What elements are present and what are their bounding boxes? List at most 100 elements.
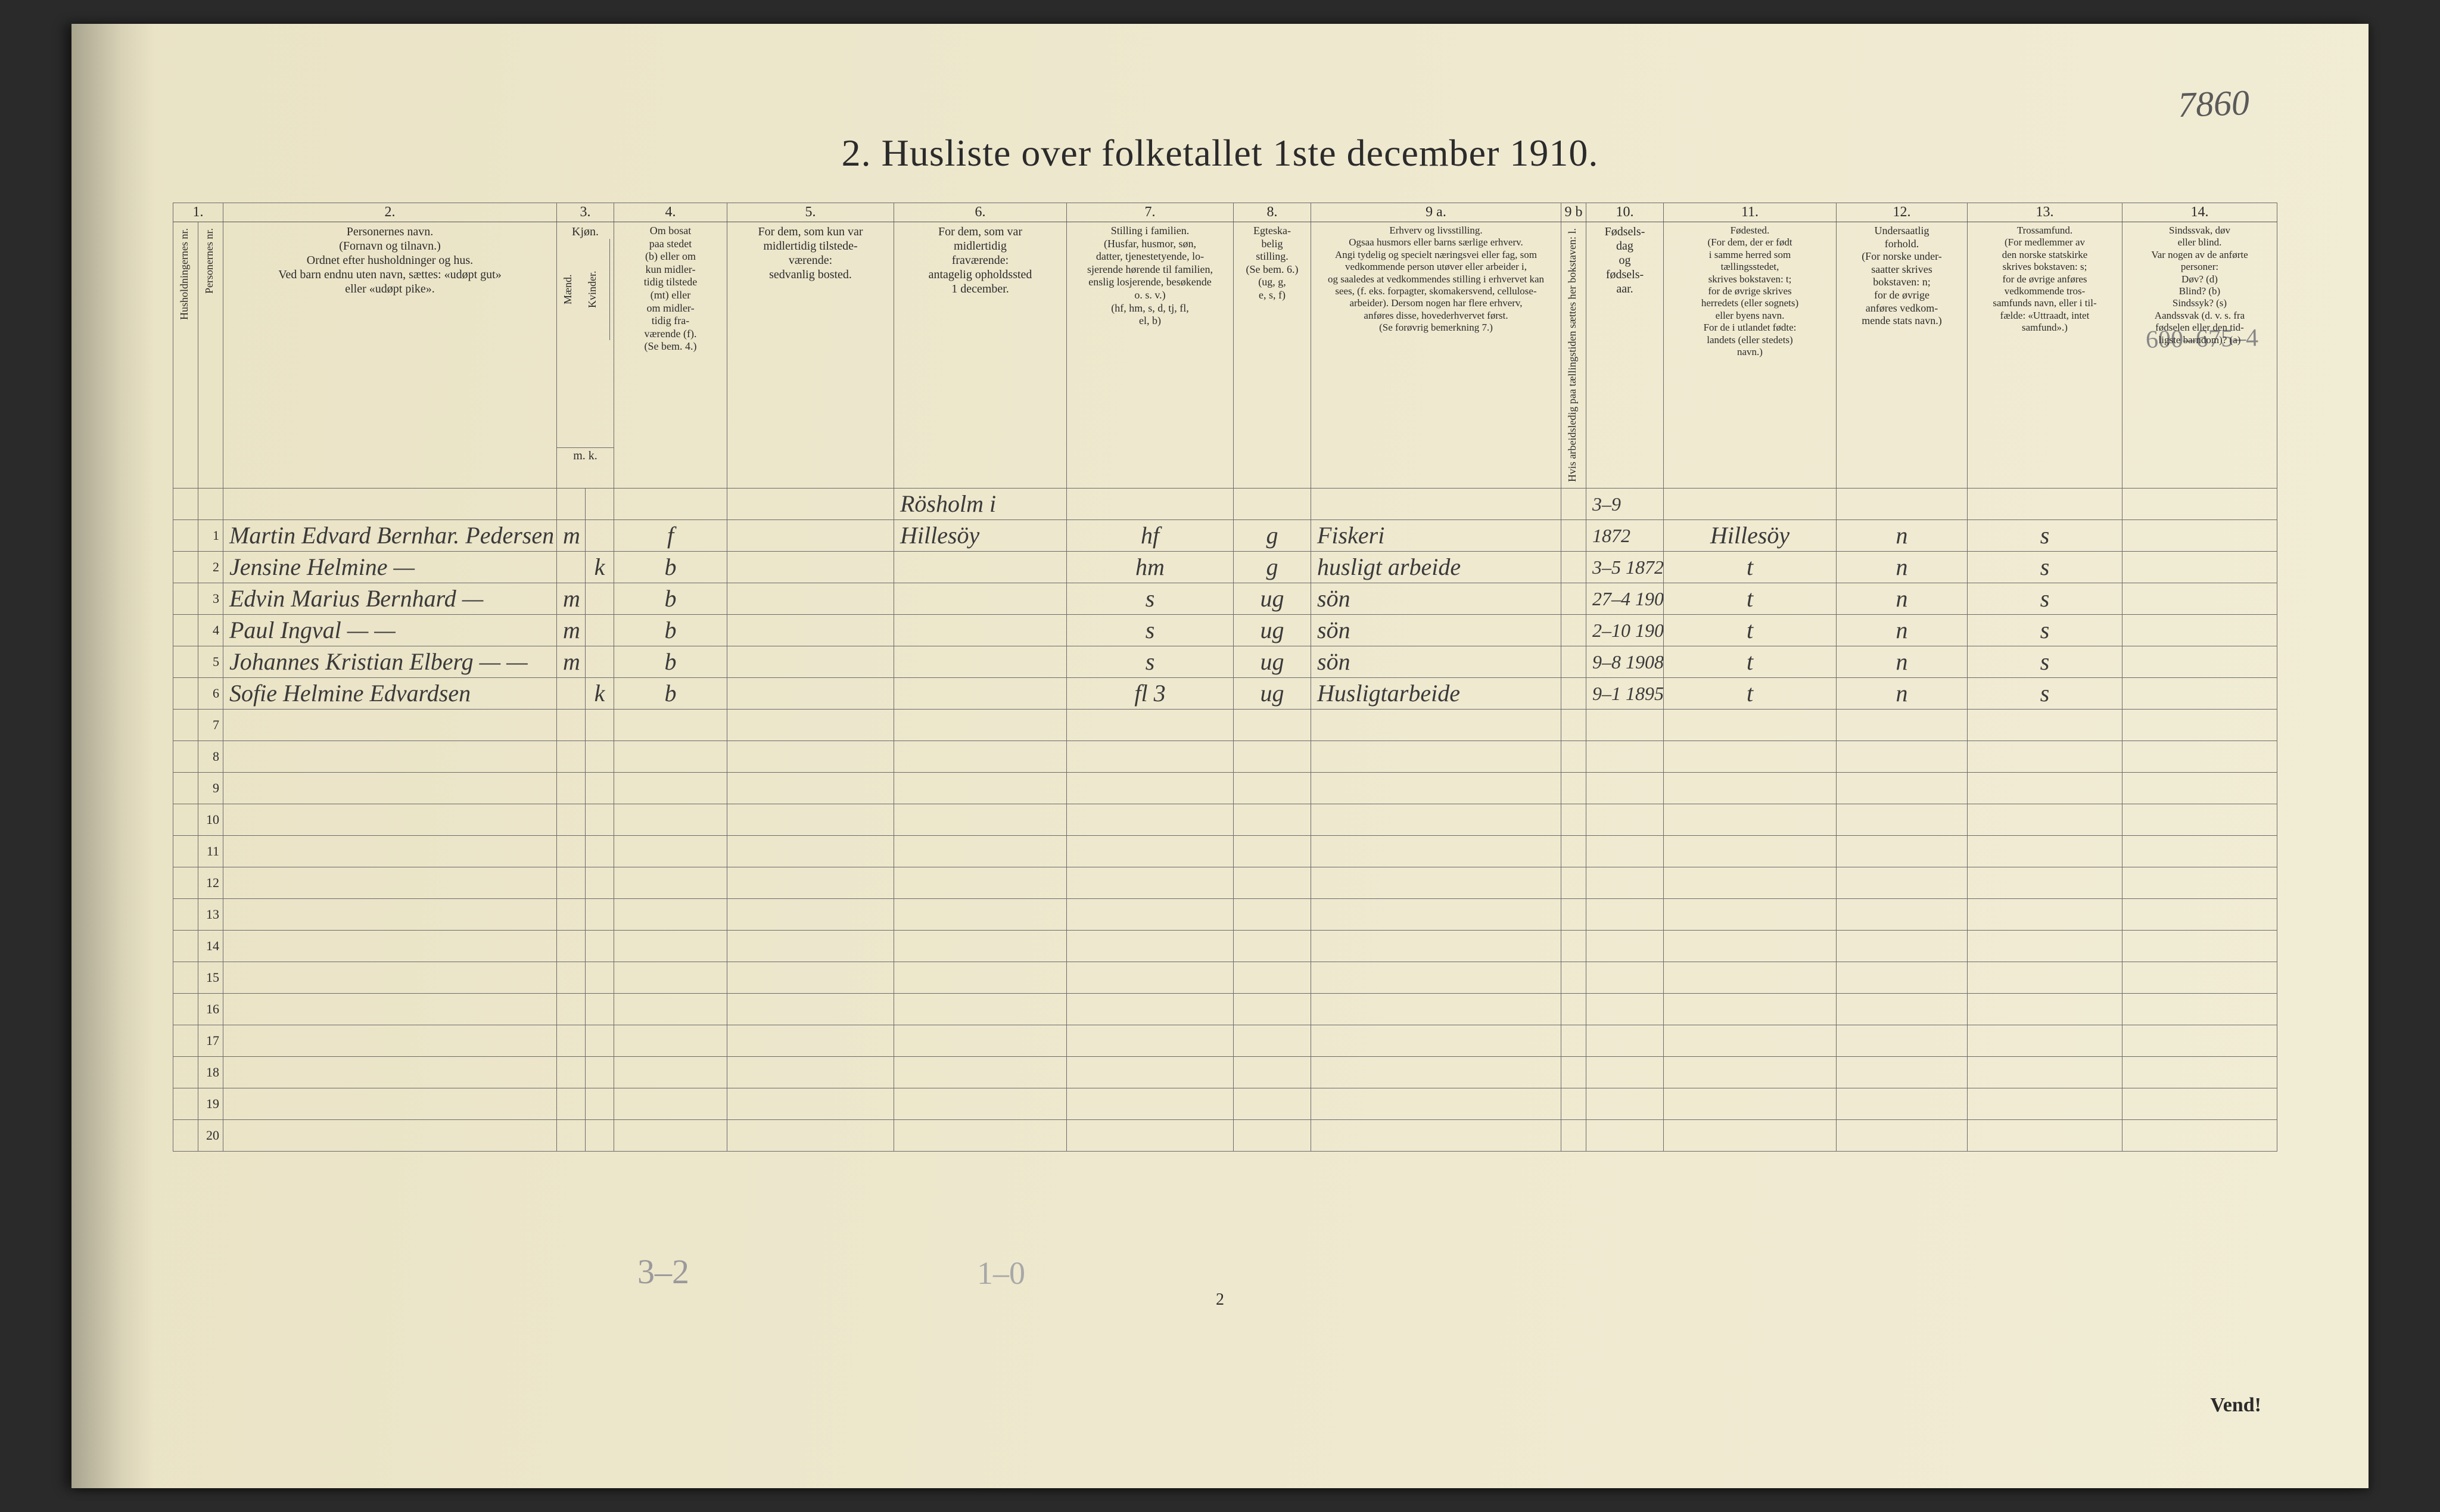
hdr-sex-k: Kvinder. [585,239,610,340]
aux-c10: 3–9 [1586,488,1664,519]
pencil-note-2: 1–0 [977,1255,1025,1292]
cell-r1-c15: s [1968,519,2122,551]
cell-r3-c2: Edvin Marius Bernhard — [223,583,557,614]
hdr-household-nr: Husholdningernes nr. [173,222,198,489]
row-number-13: 13 [198,898,223,930]
table-row-empty: 11 [173,835,2277,867]
cell-r3-c12: 27–4 1904 [1586,583,1664,614]
row-number-11: 11 [198,835,223,867]
cell-r1-c11 [1561,519,1586,551]
cell-r1-c16 [2122,519,2277,551]
cell-r1-c3: m [557,519,586,551]
cell-r5-c1: 5 [198,646,223,677]
row-number-17: 17 [198,1025,223,1056]
cell-r6-c2: Sofie Helmine Edvardsen [223,677,557,709]
table-row-empty: 20 [173,1119,2277,1151]
col-num-13: 13. [1968,203,2122,222]
cell-r2-c10: husligt arbeide [1311,551,1561,583]
hdr-trossamfund: Trossamfund. (For medlemmer av den norsk… [1968,222,2122,489]
table-row-empty: 18 [173,1056,2277,1088]
cell-r1-c7: Hillesöy [894,519,1067,551]
aux-row-above-1: Rösholm i 3–9 [173,488,2277,519]
row-number-18: 18 [198,1056,223,1088]
cell-r4-c15: s [1968,614,2122,646]
row-number-16: 16 [198,993,223,1025]
hdr-midfravaer: For dem, som var midlertidig fraværende:… [894,222,1067,489]
cell-r5-c6 [727,646,894,677]
cell-r1-c1: 1 [198,519,223,551]
table-row-empty: 19 [173,1088,2277,1119]
column-number-row: 1. 2. 3. 4. 5. 6. 7. 8. 9 a. 9 b 10. 11.… [173,203,2277,222]
cell-r2-c8: hm [1067,551,1234,583]
col-num-5: 5. [727,203,894,222]
cell-r4-c3: m [557,614,586,646]
col-num-6: 6. [894,203,1067,222]
cell-r5-c0 [173,646,198,677]
cell-r6-c13: t [1664,677,1837,709]
cell-r4-c14: n [1837,614,1968,646]
table-row-empty: 16 [173,993,2277,1025]
cell-r5-c10: sön [1311,646,1561,677]
cell-r5-c11 [1561,646,1586,677]
cell-r3-c13: t [1664,583,1837,614]
cell-r2-c0 [173,551,198,583]
aux-c6: Rösholm i [894,488,1067,519]
census-table: 1. 2. 3. 4. 5. 6. 7. 8. 9 a. 9 b 10. 11.… [173,203,2277,1152]
hdr-fodsel: Fødsels- dag og fødsels- aar. [1586,222,1664,489]
cell-r3-c0 [173,583,198,614]
table-row: 2Jensine Helmine —kbhmghusligt arbeide3–… [173,551,2277,583]
cell-r4-c16 [2122,614,2277,646]
col-num-3: 3. [557,203,614,222]
row-number-20: 20 [198,1119,223,1151]
cell-r2-c13: t [1664,551,1837,583]
cell-r1-c6 [727,519,894,551]
hdr-arbeidsledig: Hvis arbeidsledig paa tællingstiden sætt… [1561,222,1586,489]
cell-r3-c16 [2122,583,2277,614]
cell-r3-c11 [1561,583,1586,614]
cell-r6-c11 [1561,677,1586,709]
table-row: 6Sofie Helmine Edvardsenkbfl 3ugHusligta… [173,677,2277,709]
cell-r5-c9: ug [1234,646,1311,677]
cell-r4-c1: 4 [198,614,223,646]
cell-r2-c3 [557,551,586,583]
hdr-sex: Kjøn. Mænd. Kvinder. [557,222,614,448]
cell-r6-c14: n [1837,677,1968,709]
cell-r6-c0 [173,677,198,709]
cell-r5-c4 [586,646,614,677]
cell-r3-c7 [894,583,1067,614]
cell-r4-c2: Paul Ingval — — [223,614,557,646]
table-row-empty: 10 [173,804,2277,835]
page-title: 2. Husliste over folketallet 1ste decemb… [71,131,2369,175]
table-row: 3Edvin Marius Bernhard —mbsugsön27–4 190… [173,583,2277,614]
table-row-empty: 8 [173,741,2277,772]
cell-r1-c5: f [614,519,727,551]
cell-r5-c8: s [1067,646,1234,677]
hdr-fodested: Fødested. (For dem, der er født i samme … [1664,222,1837,489]
folio-number-handwritten: 7860 [2177,82,2250,126]
cell-r4-c6 [727,614,894,646]
cell-r4-c9: ug [1234,614,1311,646]
hdr-undersaatlig: Undersaatlig forhold. (For norske under-… [1837,222,1968,489]
row-number-12: 12 [198,867,223,898]
cell-r3-c4 [586,583,614,614]
row-number-7: 7 [198,709,223,741]
cell-r3-c15: s [1968,583,2122,614]
printed-page-number: 2 [71,1290,2369,1309]
cell-r2-c1: 2 [198,551,223,583]
cell-r5-c3: m [557,646,586,677]
cell-r1-c13: Hillesöy [1664,519,1837,551]
cell-r5-c12: 9–8 1908 [1586,646,1664,677]
cell-r6-c5: b [614,677,727,709]
col-num-11: 11. [1664,203,1837,222]
cell-r1-c8: hf [1067,519,1234,551]
binding-shadow [71,24,155,1488]
table-row-empty: 15 [173,962,2277,993]
hdr-egteskab: Egteska- belig stilling. (Se bem. 6.) (u… [1234,222,1311,489]
cell-r4-c10: sön [1311,614,1561,646]
cell-r3-c1: 3 [198,583,223,614]
cell-r6-c8: fl 3 [1067,677,1234,709]
cell-r2-c14: n [1837,551,1968,583]
cell-r4-c8: s [1067,614,1234,646]
row-number-14: 14 [198,930,223,962]
col-num-14: 14. [2122,203,2277,222]
